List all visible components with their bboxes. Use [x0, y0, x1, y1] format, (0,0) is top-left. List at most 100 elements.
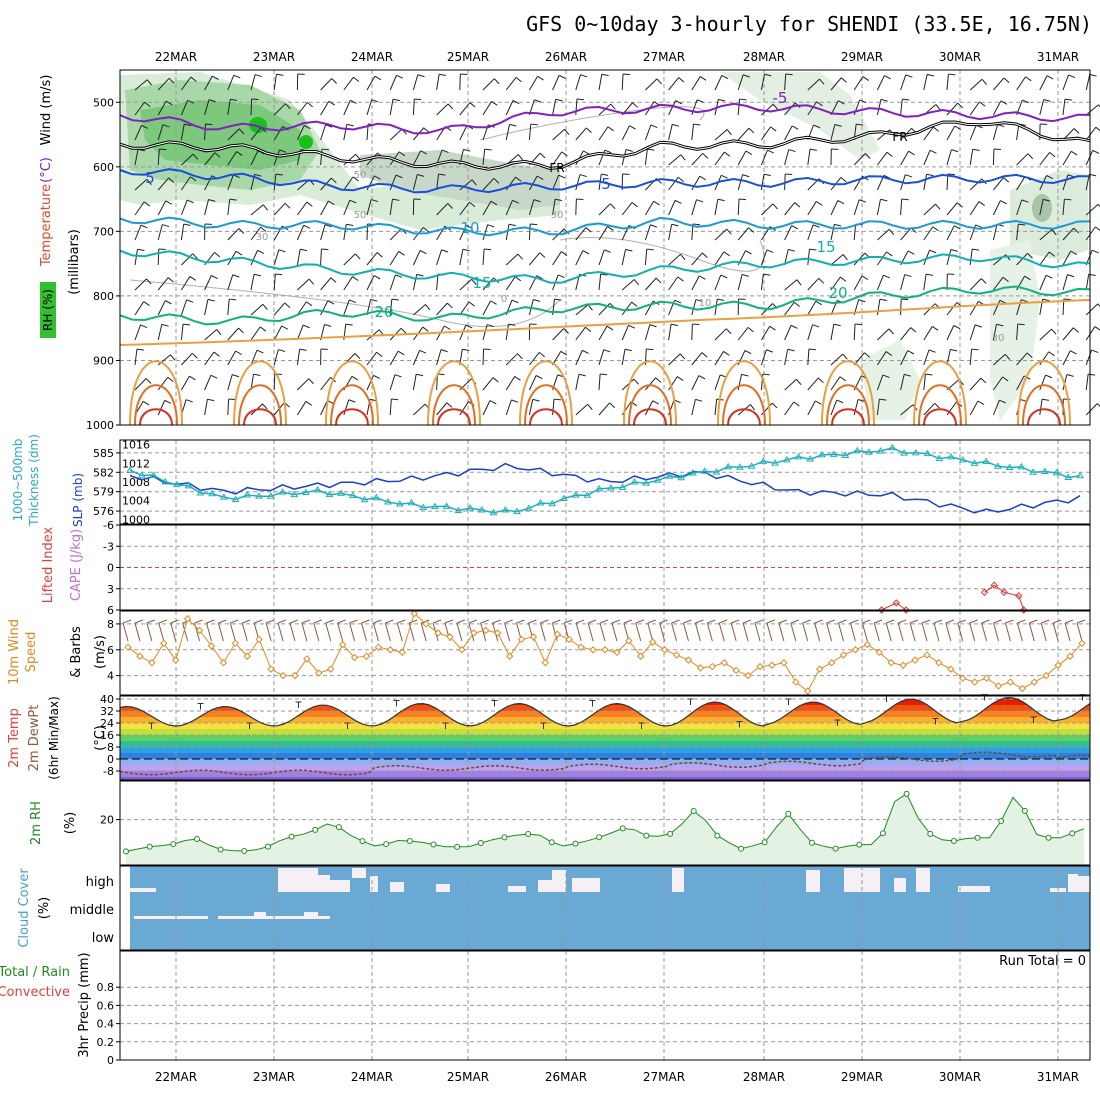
wind-barb	[853, 275, 869, 291]
wind-barb	[170, 622, 177, 642]
wind-barb-staff	[761, 402, 773, 416]
wind-barb	[552, 328, 569, 341]
wind-barb	[992, 124, 1005, 141]
slp-marker	[888, 443, 897, 451]
warm-contour	[717, 360, 771, 426]
wind-barb-flag	[361, 619, 370, 624]
wind-barb	[784, 378, 802, 391]
wind-barb-flag	[539, 152, 546, 159]
wind-barb	[598, 73, 609, 91]
slp-marker	[771, 459, 779, 466]
wind-barb	[205, 622, 212, 642]
cloud-gap	[352, 868, 366, 878]
wind-barb-flag	[834, 223, 842, 227]
wind-speed-marker	[589, 646, 597, 654]
wind-barb-flag	[299, 348, 307, 351]
wind-speed-marker	[303, 655, 311, 663]
wind-speed-marker	[148, 658, 156, 667]
wind-speed-marker	[768, 661, 776, 669]
wind-barb	[528, 323, 537, 341]
wind-barb-flag	[908, 150, 915, 156]
wind-barb-flag	[858, 299, 866, 303]
contour-label: 10	[699, 298, 712, 309]
wind-barb	[992, 376, 1009, 391]
wind-barb	[760, 273, 771, 291]
wind-speed-marker	[637, 652, 645, 660]
warm-contour	[134, 384, 178, 426]
rh-marker	[430, 841, 437, 848]
wind-barb-staff	[807, 277, 820, 291]
wind-barb	[480, 622, 487, 642]
wind-barb	[372, 622, 379, 642]
wind-barb	[181, 153, 199, 166]
wind-barb	[761, 402, 778, 416]
wind-barb-staff	[993, 77, 1005, 91]
wind-barb-flag	[999, 399, 1007, 404]
wind-barb	[714, 274, 728, 291]
wind-barb-staff	[760, 174, 765, 191]
wind-barb-staff	[784, 325, 792, 341]
wind-barb	[1085, 303, 1100, 316]
wind-speed-marker	[255, 635, 263, 644]
wind-barb	[714, 251, 730, 266]
wind-barb	[343, 153, 361, 166]
wind-barb-flag	[652, 400, 660, 405]
wind-barb	[1062, 274, 1075, 291]
wind-barb	[227, 74, 241, 91]
wind-barb-staff	[552, 399, 555, 416]
wind-speed-marker	[875, 648, 883, 657]
wind-barb	[598, 373, 608, 391]
wind-barb	[134, 178, 152, 191]
slp-marker	[231, 495, 240, 502]
slp-marker	[606, 484, 615, 491]
wind-barb-flag	[1029, 619, 1038, 624]
wind-barb-flag	[1025, 76, 1032, 82]
wind-barb	[737, 174, 750, 191]
wind-barb	[157, 148, 167, 166]
wind-barb-staff	[645, 277, 657, 291]
wind-barb-staff	[343, 399, 350, 416]
wind-barb	[1039, 229, 1057, 241]
wind-barb	[598, 203, 616, 216]
temperature-contour-5	[119, 168, 1091, 194]
wind-speed-marker	[672, 651, 681, 659]
wind-barb-staff	[1016, 176, 1026, 191]
lifted-index-marker	[1015, 592, 1023, 600]
wind-barb	[157, 399, 172, 416]
slp-marker	[149, 471, 158, 478]
wind-barb	[459, 301, 475, 316]
wind-barb-staff	[1016, 124, 1020, 141]
wind-barb-staff	[784, 125, 793, 141]
date-label-bottom: 25MAR	[447, 1070, 489, 1084]
wind-barb-flag	[348, 399, 356, 403]
wind-barb-flag	[934, 402, 941, 409]
wind-barb-staff	[436, 103, 449, 116]
wind-barb-flag	[674, 299, 682, 304]
wind-barb	[227, 198, 237, 216]
wind-barb-flag	[232, 274, 240, 278]
wind-barb-staff	[969, 201, 980, 216]
tick-label: 0	[107, 1054, 114, 1067]
wind-barb-staff	[714, 374, 721, 391]
wind-barb-flag	[717, 298, 725, 301]
wind-barb-flag	[511, 299, 519, 304]
wind-barb	[830, 276, 847, 291]
wind-barb-flag	[698, 375, 706, 380]
wind-barb-staff	[737, 174, 744, 191]
wind-barb	[320, 224, 332, 241]
wind-barb	[969, 101, 986, 116]
wind-barb-staff	[227, 199, 231, 216]
date-label-bottom: 30MAR	[939, 1070, 981, 1084]
wind-barb-flag	[1051, 328, 1057, 335]
wind-barb-staff	[853, 76, 864, 91]
wind-barb-flag	[625, 248, 633, 252]
wind-barb-flag	[953, 325, 961, 330]
wind-barb	[807, 148, 818, 166]
wind-barb-staff	[575, 250, 584, 266]
slp-marker	[1029, 468, 1037, 475]
wind-barb-flag	[646, 248, 654, 251]
wind-barb	[146, 622, 153, 642]
tick-label: 576	[93, 505, 114, 518]
wind-barb-staff	[157, 400, 166, 416]
wind-barb-flag	[465, 324, 473, 329]
